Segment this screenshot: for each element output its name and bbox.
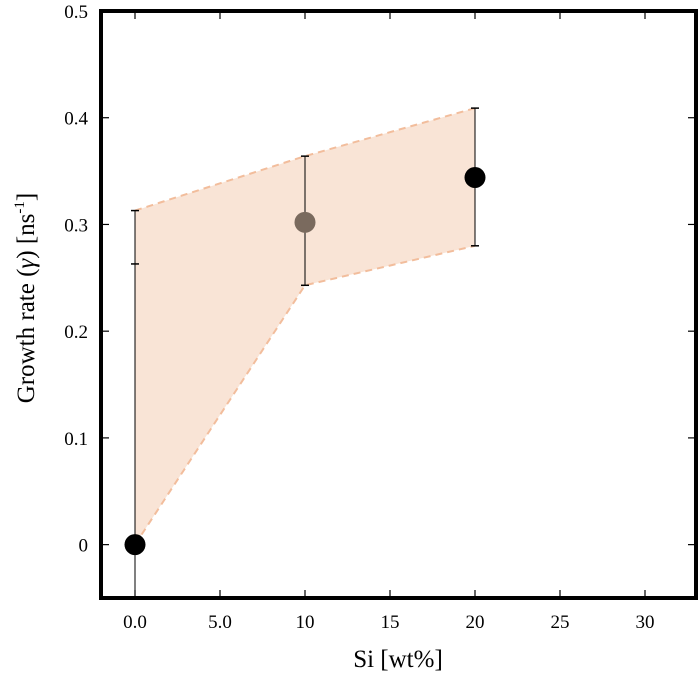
y-tick-label-0: 0 <box>79 536 89 557</box>
x-tick-label-0: 0.0 <box>123 612 147 633</box>
x-tick-label-2: 10 <box>296 612 315 633</box>
y-axis-ticks: 0 0.1 0.2 0.3 0.4 0.5 <box>64 2 696 557</box>
x-axis-ticks: 0.0 5.0 10 15 20 25 30 <box>123 11 655 633</box>
data-point-1 <box>294 211 316 233</box>
y-axis-label-prefix: Growth rate ( <box>13 269 40 404</box>
y-tick-label-1: 0.1 <box>64 429 88 450</box>
x-tick-label-6: 30 <box>636 612 655 633</box>
y-tick-label-5: 0.5 <box>64 2 88 23</box>
confidence-band <box>134 107 476 546</box>
plot-frame <box>99 9 698 600</box>
y-axis-label-symbol: γ <box>13 258 40 269</box>
band-fill <box>135 108 475 545</box>
x-tick-label-4: 20 <box>466 612 485 633</box>
data-point-2 <box>464 166 486 188</box>
x-tick-label-5: 25 <box>551 612 570 633</box>
x-tick-label-1: 5.0 <box>208 612 232 633</box>
y-axis-label: Growth rate (γ) [ns-1] <box>12 193 40 404</box>
x-tick-label-3: 15 <box>381 612 400 633</box>
y-axis-label-superscript: -1 <box>12 201 28 214</box>
y-tick-label-4: 0.4 <box>64 109 88 130</box>
band-lower-edge <box>134 244 476 546</box>
data-point-0 <box>124 534 146 556</box>
y-axis-label-middle: ) [ns <box>13 214 40 259</box>
y-tick-label-2: 0.2 <box>64 322 88 343</box>
x-axis-label: Si [wt%] <box>353 646 443 673</box>
y-axis-label-suffix: ] <box>13 193 40 201</box>
data-points <box>124 166 486 556</box>
y-tick-label-3: 0.3 <box>64 215 88 236</box>
